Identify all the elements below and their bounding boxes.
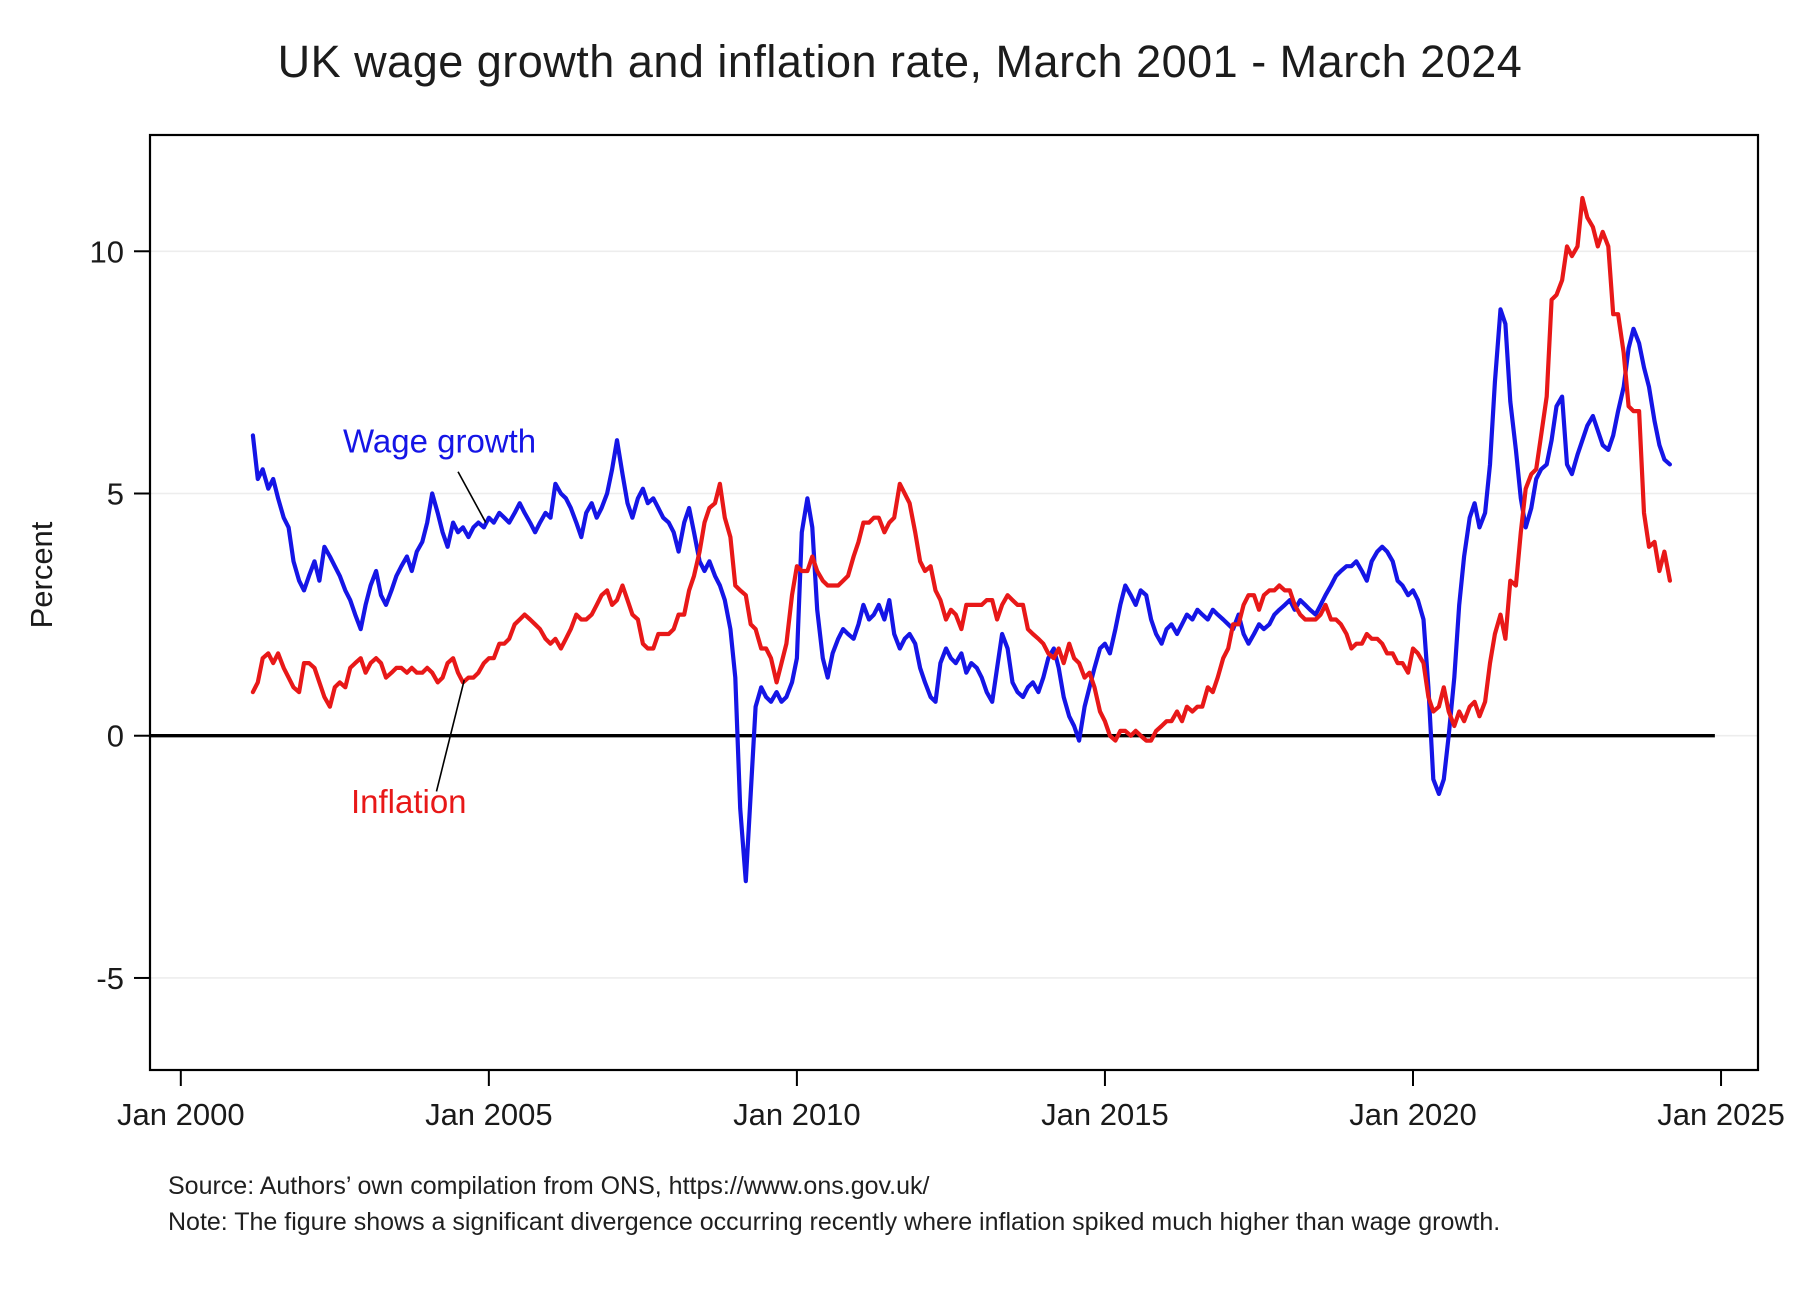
y-tick-label: 10	[90, 234, 124, 269]
y-tick-label: 0	[107, 719, 124, 754]
wage-growth-line	[250, 307, 1673, 884]
x-tick-label: Jan 2005	[425, 1097, 553, 1132]
inflation-label: Inflation	[351, 783, 467, 820]
inflation-label-pointer	[435, 679, 465, 792]
x-tick-label: Jan 2020	[1349, 1097, 1477, 1132]
y-tick-label: 5	[107, 476, 124, 511]
inflation-line	[250, 195, 1673, 743]
wage-growth-label-pointer	[457, 471, 487, 523]
chart-title: UK wage growth and inflation rate, March…	[277, 36, 1523, 87]
plot-frame	[148, 133, 1760, 1072]
x-tick-label: Jan 2000	[117, 1097, 245, 1132]
source-note: Source: Authors’ own compilation from ON…	[168, 1172, 930, 1200]
y-axis-label: Percent	[24, 521, 59, 628]
x-tick-label: Jan 2025	[1657, 1097, 1785, 1132]
wage-growth-label: Wage growth	[343, 422, 536, 459]
figure-note: Note: The figure shows a significant div…	[168, 1208, 1501, 1237]
x-tick-label: Jan 2015	[1041, 1097, 1169, 1132]
x-tick-label: Jan 2010	[733, 1097, 861, 1132]
y-tick-label: -5	[96, 961, 124, 996]
figure-notes: Source: Authors’ own compilation from ON…	[168, 1168, 1500, 1241]
